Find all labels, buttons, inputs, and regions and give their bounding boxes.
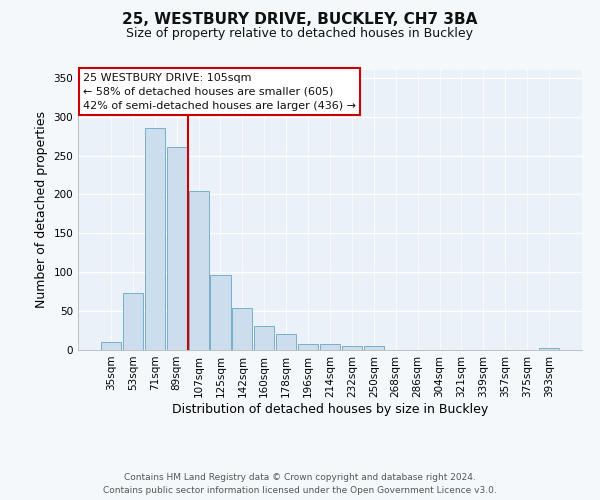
- Bar: [123, 293, 143, 350]
- Text: 25, WESTBURY DRIVE, BUCKLEY, CH7 3BA: 25, WESTBURY DRIVE, BUCKLEY, CH7 3BA: [122, 12, 478, 28]
- Text: 25 WESTBURY DRIVE: 105sqm
← 58% of detached houses are smaller (605)
42% of semi: 25 WESTBURY DRIVE: 105sqm ← 58% of detac…: [83, 73, 356, 111]
- Bar: [167, 147, 187, 350]
- Bar: [539, 348, 559, 350]
- Bar: [211, 276, 230, 350]
- Bar: [254, 326, 274, 350]
- Bar: [101, 342, 121, 350]
- Text: Contains HM Land Registry data © Crown copyright and database right 2024.
Contai: Contains HM Land Registry data © Crown c…: [103, 474, 497, 495]
- Bar: [342, 346, 362, 350]
- Bar: [145, 128, 165, 350]
- Text: Size of property relative to detached houses in Buckley: Size of property relative to detached ho…: [127, 28, 473, 40]
- Y-axis label: Number of detached properties: Number of detached properties: [35, 112, 48, 308]
- Bar: [320, 344, 340, 350]
- Bar: [276, 334, 296, 350]
- Bar: [364, 346, 384, 350]
- X-axis label: Distribution of detached houses by size in Buckley: Distribution of detached houses by size …: [172, 402, 488, 415]
- Bar: [298, 344, 318, 350]
- Bar: [188, 192, 209, 350]
- Bar: [232, 308, 253, 350]
